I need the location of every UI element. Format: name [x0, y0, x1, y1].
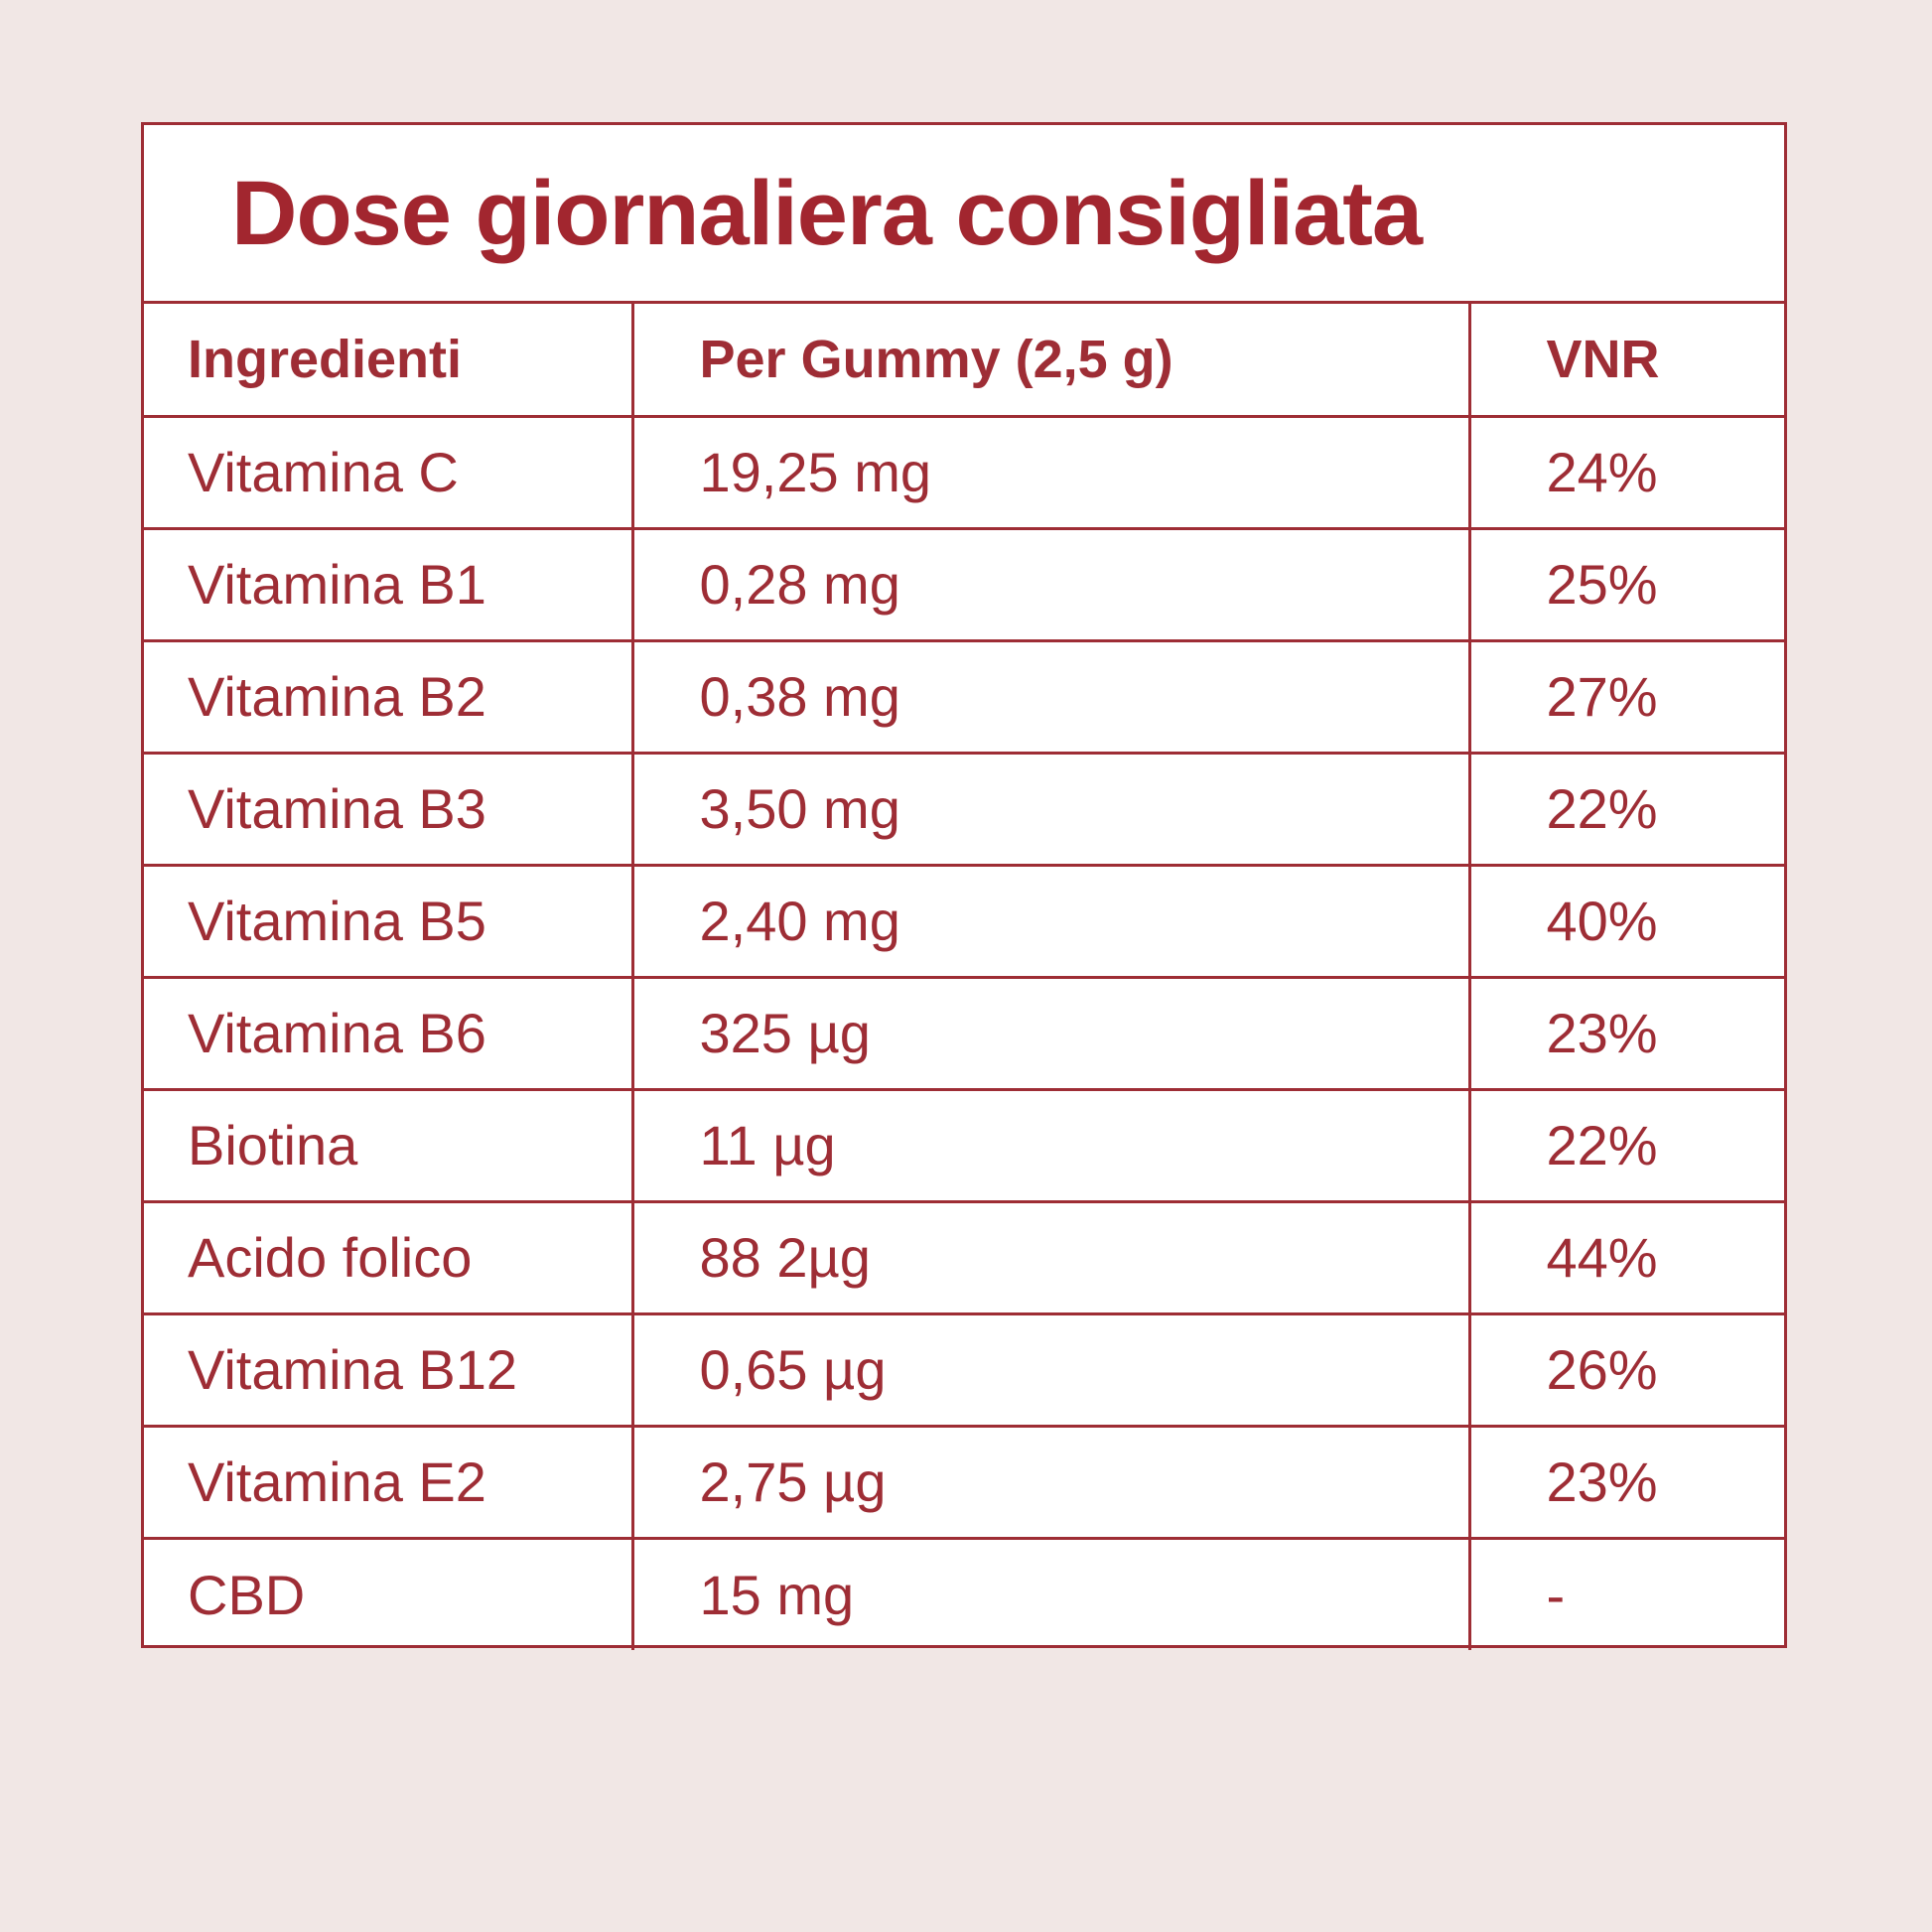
ingredient-cell: Vitamina B12 [144, 1311, 634, 1426]
vnr-cell: 24% [1469, 414, 1784, 528]
vnr-cell: 26% [1469, 1311, 1784, 1426]
page-title: Dose giornaliera consigliata [231, 162, 1423, 264]
amount-cell: 0,28 mg [632, 526, 1471, 640]
nutrition-panel: Dose giornaliera consigliata Ingredienti… [141, 122, 1787, 1650]
amount-cell: 11 µg [632, 1087, 1471, 1201]
amount-cell: 2,40 mg [632, 863, 1471, 977]
ingredient-cell: Vitamina B3 [144, 751, 634, 865]
amount-cell: 19,25 mg [632, 414, 1471, 528]
table-row: Vitamina B5 2,40 mg 40% [144, 863, 1784, 977]
title-bar: Dose giornaliera consigliata [144, 125, 1784, 304]
amount-cell: 325 µg [632, 975, 1471, 1089]
table-row: Acido folico 88 2µg 44% [144, 1199, 1784, 1313]
ingredient-cell: Acido folico [144, 1199, 634, 1313]
vnr-cell: 23% [1469, 975, 1784, 1089]
ingredient-cell: CBD [144, 1536, 634, 1650]
ingredient-cell: Vitamina B2 [144, 638, 634, 753]
amount-cell: 88 2µg [632, 1199, 1471, 1313]
table-row: CBD 15 mg - [144, 1536, 1784, 1650]
amount-cell: 3,50 mg [632, 751, 1471, 865]
vnr-cell: 44% [1469, 1199, 1784, 1313]
amount-cell: 2,75 µg [632, 1424, 1471, 1538]
table-row: Biotina 11 µg 22% [144, 1087, 1784, 1201]
amount-cell: 0,38 mg [632, 638, 1471, 753]
table-row: Vitamina C 19,25 mg 24% [144, 414, 1784, 528]
table-row: Vitamina E2 2,75 µg 23% [144, 1424, 1784, 1538]
table-header-row: Ingredienti Per Gummy (2,5 g) VNR [144, 304, 1784, 416]
table-row: Vitamina B6 325 µg 23% [144, 975, 1784, 1089]
vnr-cell: - [1469, 1536, 1784, 1650]
ingredient-cell: Biotina [144, 1087, 634, 1201]
dosage-table: Ingredienti Per Gummy (2,5 g) VNR Vitami… [144, 304, 1784, 1650]
table-row: Vitamina B3 3,50 mg 22% [144, 751, 1784, 865]
vnr-cell: 40% [1469, 863, 1784, 977]
column-header-per-gummy: Per Gummy (2,5 g) [632, 304, 1471, 416]
table-row: Vitamina B12 0,65 µg 26% [144, 1311, 1784, 1426]
table-row: Vitamina B1 0,28 mg 25% [144, 526, 1784, 640]
ingredient-cell: Vitamina B5 [144, 863, 634, 977]
ingredient-cell: Vitamina B1 [144, 526, 634, 640]
column-header-ingredients: Ingredienti [144, 304, 634, 416]
table-row: Vitamina B2 0,38 mg 27% [144, 638, 1784, 753]
ingredient-cell: Vitamina B6 [144, 975, 634, 1089]
ingredient-cell: Vitamina E2 [144, 1424, 634, 1538]
vnr-cell: 22% [1469, 751, 1784, 865]
vnr-cell: 27% [1469, 638, 1784, 753]
amount-cell: 15 mg [632, 1536, 1471, 1650]
amount-cell: 0,65 µg [632, 1311, 1471, 1426]
vnr-cell: 23% [1469, 1424, 1784, 1538]
ingredient-cell: Vitamina C [144, 414, 634, 528]
vnr-cell: 25% [1469, 526, 1784, 640]
vnr-cell: 22% [1469, 1087, 1784, 1201]
column-header-vnr: VNR [1546, 329, 1660, 389]
